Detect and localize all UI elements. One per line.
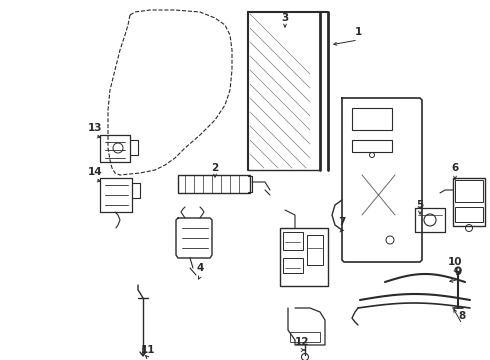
- Text: 11: 11: [141, 345, 155, 355]
- Text: 4: 4: [196, 263, 204, 273]
- Bar: [178, 175, 250, 193]
- Text: 13: 13: [88, 123, 102, 133]
- Text: 7: 7: [338, 217, 345, 227]
- Text: 8: 8: [458, 311, 466, 321]
- Bar: [290, 332, 320, 342]
- Bar: [455, 180, 483, 202]
- Text: 6: 6: [451, 163, 459, 173]
- Bar: [280, 228, 328, 286]
- Text: 5: 5: [416, 200, 424, 210]
- Text: 12: 12: [295, 337, 309, 347]
- Bar: [455, 207, 483, 222]
- Bar: [352, 108, 392, 130]
- Bar: [352, 140, 392, 152]
- Text: 9: 9: [454, 267, 462, 277]
- Text: 1: 1: [354, 27, 362, 37]
- Bar: [307, 235, 323, 265]
- Text: 14: 14: [88, 167, 102, 177]
- Text: 2: 2: [211, 163, 219, 173]
- Bar: [453, 178, 485, 226]
- Bar: [283, 232, 303, 250]
- Bar: [283, 258, 303, 273]
- Text: 3: 3: [281, 13, 289, 23]
- Text: 10: 10: [448, 257, 462, 267]
